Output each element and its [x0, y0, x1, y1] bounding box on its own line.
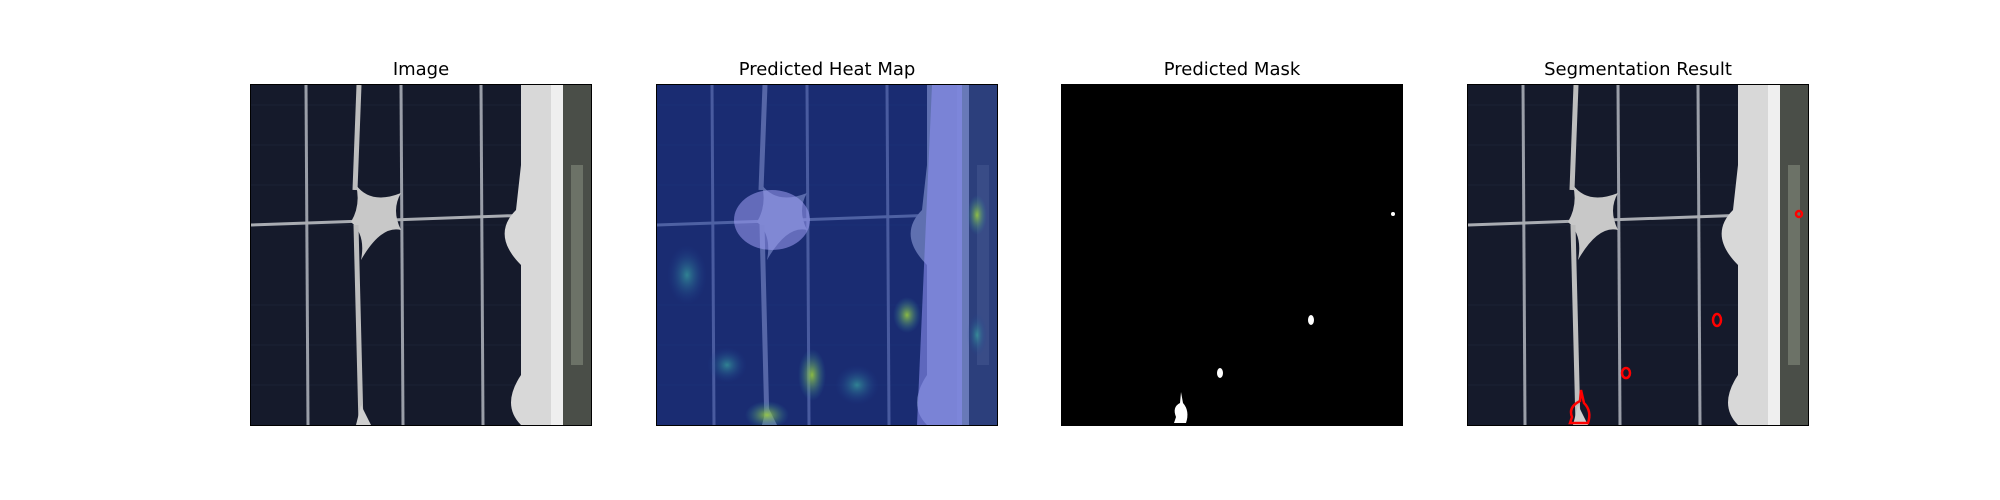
image-frame	[250, 84, 592, 426]
segmentation-image	[1468, 85, 1808, 425]
panel-mask: Predicted Mask	[1061, 0, 1403, 500]
mask-frame	[1061, 84, 1403, 426]
panel-title: Segmentation Result	[1467, 57, 1809, 83]
panel-title: Predicted Mask	[1061, 57, 1403, 83]
panel-image: Image	[250, 0, 592, 500]
panel-segmentation: Segmentation Result	[1467, 0, 1809, 500]
panel-heatmap: Predicted Heat Map	[656, 0, 998, 500]
heatmap-image	[657, 85, 997, 425]
solar-cell-image	[251, 85, 591, 425]
segmentation-frame	[1467, 84, 1809, 426]
heatmap-frame	[656, 84, 998, 426]
panel-title: Image	[250, 57, 592, 83]
panel-title: Predicted Heat Map	[656, 57, 998, 83]
mask-image	[1062, 85, 1402, 425]
